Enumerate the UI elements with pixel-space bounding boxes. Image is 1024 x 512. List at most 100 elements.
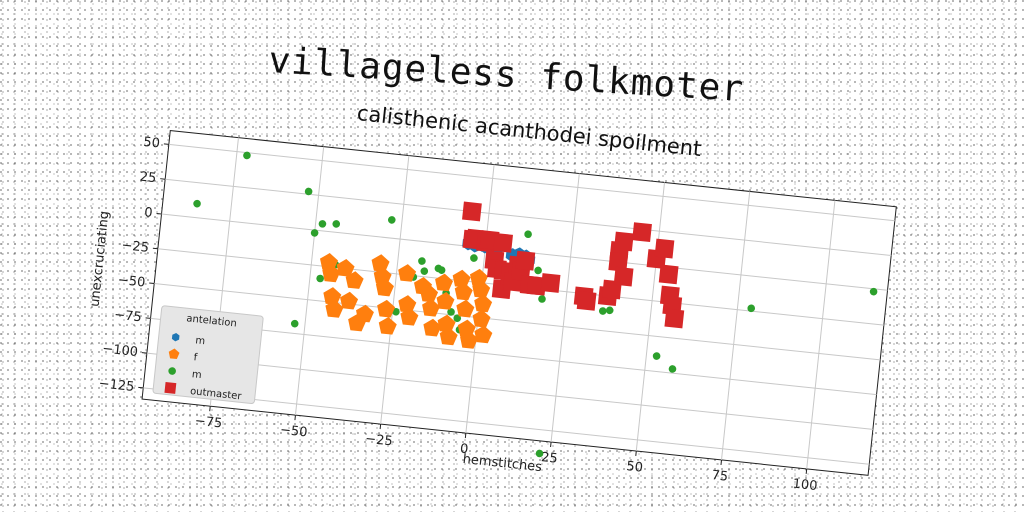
y-axis-label: unexcruciating: [87, 210, 112, 307]
x-tick-label: −25: [365, 432, 394, 450]
legend-label: m: [195, 335, 206, 347]
legend-label: f: [193, 352, 198, 363]
data-point: [304, 187, 313, 196]
data-point: [323, 287, 342, 305]
y-gridline: [154, 283, 881, 361]
data-point: [535, 449, 544, 458]
x-tick-mark: [209, 406, 211, 412]
data-point: [392, 307, 400, 316]
data-point: [470, 254, 478, 262]
y-gridline: [165, 178, 892, 257]
data-point: [420, 267, 429, 275]
x-tick-mark: [464, 433, 467, 439]
data-point: [652, 352, 661, 360]
data-point: [378, 316, 397, 335]
data-point: [664, 308, 685, 329]
data-point: [472, 280, 491, 299]
x-tick-label: −50: [279, 423, 308, 441]
data-point: [747, 304, 756, 313]
x-gridline: [806, 200, 836, 469]
data-point: [605, 306, 614, 315]
legend-marker: [164, 381, 177, 394]
x-tick-mark: [379, 424, 382, 430]
y-gridline: [146, 352, 873, 430]
y-tick-mark: [156, 212, 162, 215]
y-tick-mark: [149, 282, 155, 285]
data-point: [377, 299, 396, 318]
data-point: [538, 295, 546, 303]
x-tick-label: 75: [711, 468, 729, 485]
y-gridline: [143, 387, 870, 465]
x-gridline: [550, 173, 580, 443]
data-marks: [193, 151, 878, 458]
x-gridline: [294, 146, 325, 416]
data-point: [345, 271, 364, 289]
x-tick-mark: [294, 415, 296, 421]
y-tick-mark: [163, 143, 169, 145]
y-tick-mark: [152, 247, 158, 250]
x-tick-label: 50: [626, 459, 644, 476]
data-point: [437, 266, 446, 274]
data-point: [325, 300, 344, 318]
data-point: [336, 259, 355, 277]
data-point: [454, 282, 473, 301]
legend-items: mfm outmaster: [164, 333, 243, 402]
x-tick-mark: [550, 441, 552, 448]
data-point: [398, 295, 417, 313]
data-point: [534, 266, 542, 275]
data-point: [452, 269, 471, 288]
data-point: [387, 216, 396, 224]
y-gridline: [168, 143, 895, 222]
y-tick-label: 0: [144, 205, 154, 221]
data-point: [356, 304, 374, 323]
data-point: [318, 220, 327, 228]
data-point: [422, 298, 440, 317]
data-point: [474, 325, 493, 344]
grid: [143, 137, 895, 469]
axis-ticks: −75 −50 −25 0 25 50 75 100 50 25 0 −25 −50 −75 −100 −12…: [98, 135, 818, 494]
legend-marker: [171, 333, 180, 342]
y-tick-mark: [145, 317, 151, 319]
data-point: [456, 299, 475, 318]
data-point: [340, 291, 359, 310]
data-point: [515, 250, 536, 271]
y-tick-label: −50: [117, 273, 146, 291]
data-point: [632, 222, 652, 243]
data-point: [375, 278, 394, 297]
x-gridline: [721, 191, 751, 460]
data-point: [435, 273, 453, 292]
data-point: [654, 238, 675, 259]
data-point: [493, 232, 513, 253]
data-point: [436, 292, 455, 310]
legend: antelation mfm outmaster: [152, 305, 264, 404]
data-point: [576, 290, 597, 311]
data-point: [316, 274, 324, 283]
x-gridline: [635, 182, 666, 452]
data-point: [310, 229, 319, 237]
y-tick-label: 25: [139, 170, 157, 187]
x-tick-mark: [635, 450, 637, 457]
y-gridline: [150, 317, 877, 396]
plot-area: [141, 129, 897, 476]
data-point: [400, 307, 419, 326]
data-point: [524, 230, 532, 239]
data-point: [447, 308, 455, 316]
y-tick-label: −100: [102, 341, 139, 360]
data-point: [668, 365, 677, 373]
data-point: [460, 331, 479, 349]
data-point: [613, 266, 634, 287]
y-tick-label: 50: [143, 135, 161, 152]
data-point: [322, 264, 341, 283]
data-point: [193, 199, 201, 208]
data-point: [474, 294, 493, 313]
y-tick-label: −75: [114, 308, 143, 326]
y-tick-label: −25: [121, 238, 150, 256]
data-point: [332, 220, 341, 228]
legend-label: m: [191, 369, 202, 381]
data-point: [613, 231, 634, 252]
data-point: [371, 254, 390, 272]
data-point: [608, 252, 629, 272]
x-tick-label: 25: [540, 450, 558, 467]
data-point: [540, 273, 561, 293]
